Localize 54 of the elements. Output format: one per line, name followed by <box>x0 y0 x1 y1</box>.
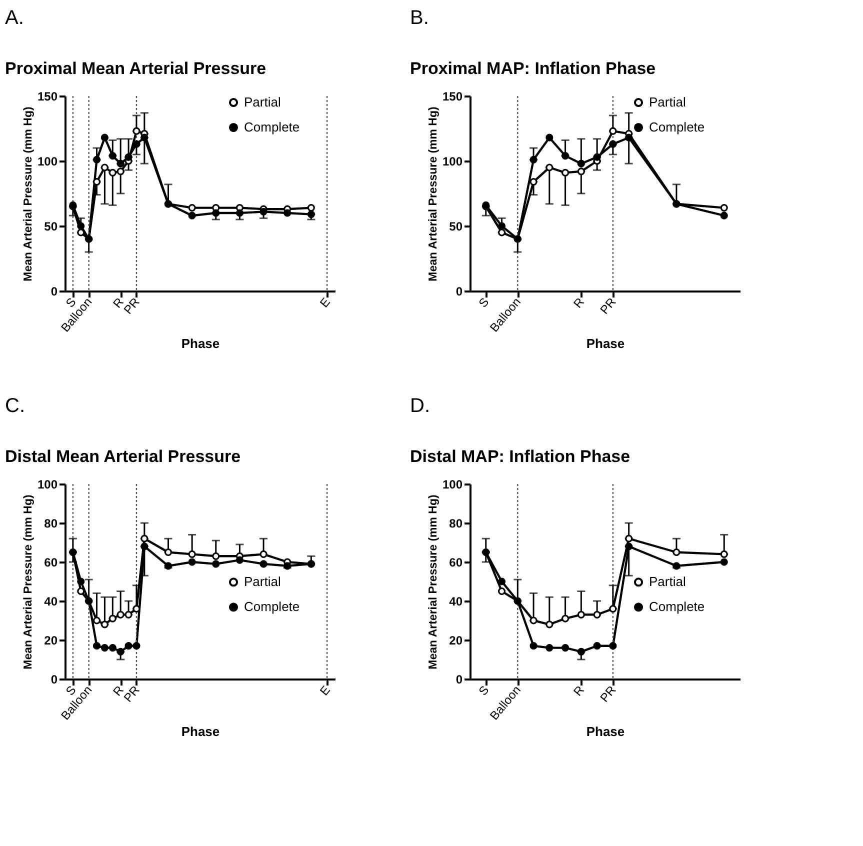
legend-label: Partial <box>244 574 281 590</box>
x-tick-label: S <box>476 295 492 310</box>
x-tick-label: S <box>476 683 492 698</box>
y-tick-label: 0 <box>50 284 58 298</box>
text: A. <box>5 7 24 29</box>
y-tick-label: 100 <box>442 154 463 168</box>
chart-title: Distal MAP: Inflation Phase <box>410 447 630 466</box>
y-tick-label: 40 <box>449 594 463 608</box>
y-tick-label: 80 <box>449 516 463 530</box>
y-axis-title: Mean Arterial Pressure (mm Hg) <box>427 494 440 670</box>
chart-title: Distal Mean Arterial Pressure <box>5 447 241 466</box>
x-axis-title: Phase <box>181 724 220 740</box>
text: B. <box>410 7 429 29</box>
y-tick-label: 50 <box>449 220 463 234</box>
text: D. <box>410 395 430 417</box>
y-tick-label: 150 <box>442 90 463 104</box>
y-tick-label: 0 <box>50 672 58 686</box>
y-tick-label: 150 <box>37 90 58 104</box>
y-tick-label: 60 <box>449 556 463 570</box>
x-axis-title: Phase <box>181 336 220 352</box>
x-tick-label: PR <box>120 682 143 705</box>
legend-label: Complete <box>244 120 300 134</box>
x-tick-label: E <box>317 295 333 310</box>
x-tick-label: PR <box>597 294 620 317</box>
x-axis-title: Phase <box>586 724 625 740</box>
x-tick-label: PR <box>597 682 620 705</box>
y-tick-label: 60 <box>44 556 58 570</box>
y-axis-title: Mean Arterial Pressure (mm Hg) <box>22 494 34 670</box>
x-tick-label: R <box>570 294 588 311</box>
y-tick-label: 20 <box>44 634 58 648</box>
y-tick-label: 0 <box>456 284 463 298</box>
legend-label: Partial <box>649 574 686 590</box>
y-tick-label: 40 <box>44 594 58 608</box>
y-axis-title: Mean Arterial Pressure (mm Hg) <box>22 106 34 282</box>
text: C. <box>5 395 25 417</box>
x-tick-label: E <box>317 683 333 698</box>
x-tick-label: R <box>570 682 588 699</box>
y-tick-label: 20 <box>449 634 463 648</box>
legend-label: Partial <box>649 94 686 110</box>
y-tick-label: 50 <box>44 220 58 234</box>
chart-title: Proximal Mean Arterial Pressure <box>5 59 266 78</box>
y-tick-label: 100 <box>37 478 58 492</box>
y-tick-label: 0 <box>456 672 463 686</box>
y-tick-label: 80 <box>44 516 58 530</box>
x-tick-label: PR <box>120 294 143 317</box>
legend-label: Complete <box>649 120 705 134</box>
legend-label: Partial <box>244 94 281 110</box>
y-tick-label: 100 <box>37 154 58 168</box>
chart-title: Proximal MAP: Inflation Phase <box>410 59 656 78</box>
y-tick-label: 100 <box>442 478 463 492</box>
y-axis-title: Mean Arterial Pressure (mm Hg) <box>427 106 440 282</box>
legend-label: Complete <box>649 599 705 614</box>
x-axis-title: Phase <box>586 336 625 352</box>
legend-label: Complete <box>244 599 300 614</box>
